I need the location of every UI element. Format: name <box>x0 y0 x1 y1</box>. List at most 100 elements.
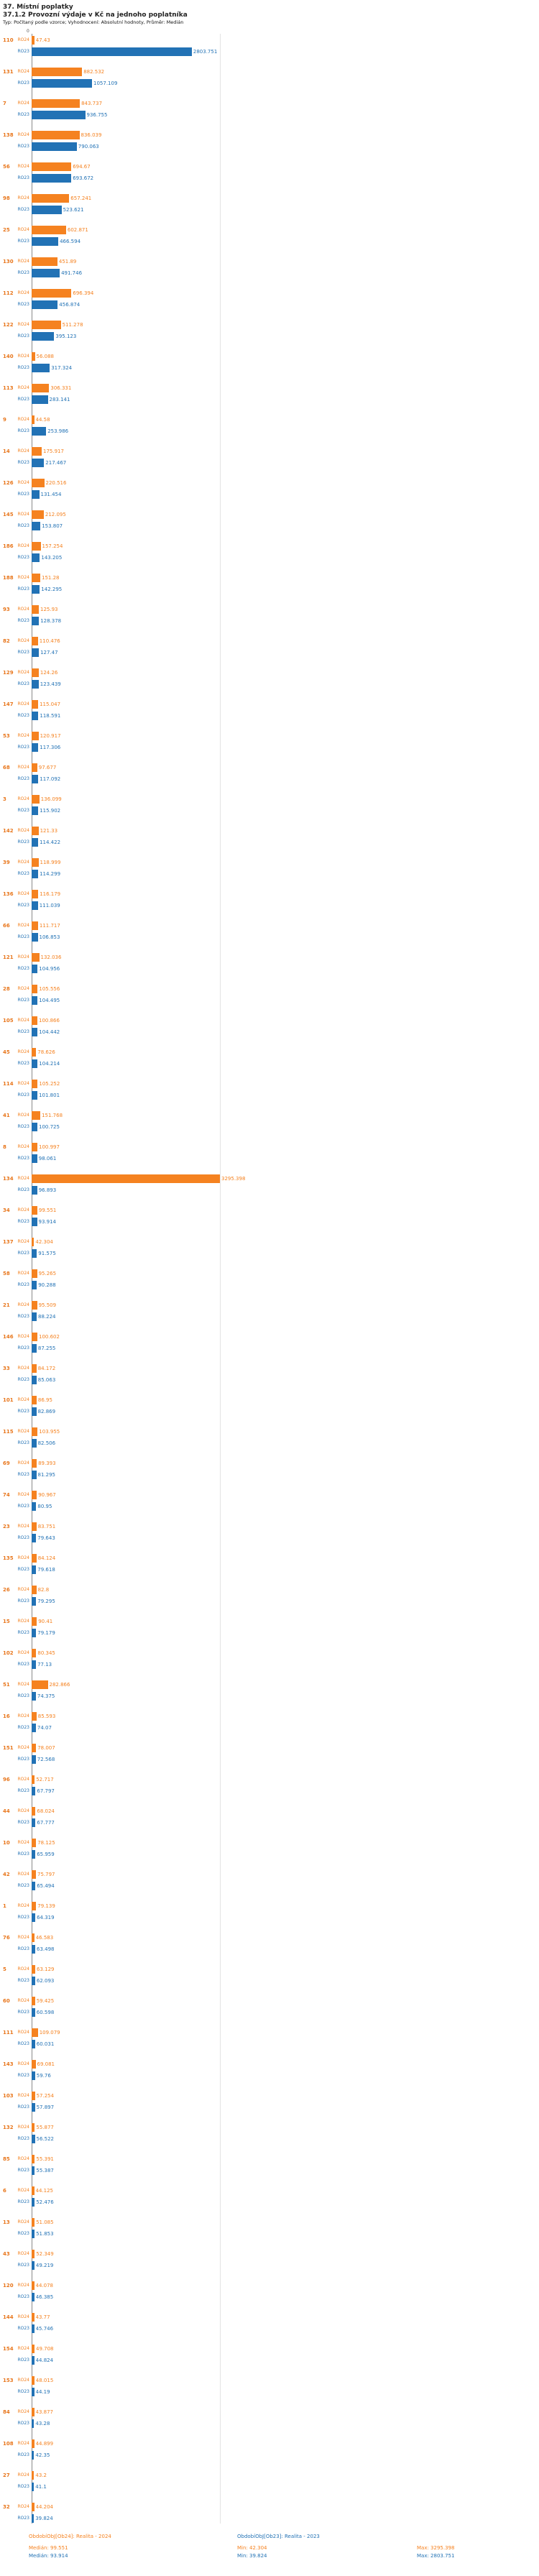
bar-area: 3295.398 <box>32 1174 536 1184</box>
series-label-2023: RO23 <box>17 1314 29 1319</box>
bar-area: 123.439 <box>32 679 536 689</box>
category-label: 103 <box>3 2093 14 2099</box>
value-label-2024: 125.93 <box>40 607 58 612</box>
value-label-2023: 82.869 <box>37 1409 56 1414</box>
stat-max-2023: Max: 2803.751 <box>417 2553 455 2559</box>
bar-2024 <box>32 321 61 329</box>
bar-2023 <box>32 269 60 277</box>
bar-area: 57.254 <box>32 2091 536 2101</box>
series-label-2024: RO24 <box>17 448 29 454</box>
bar-area: 105.556 <box>32 984 536 994</box>
bar-row-2023: RO23 100.725 <box>3 1122 536 1132</box>
series-label-2023: RO23 <box>17 2358 29 2363</box>
category-label: 188 <box>3 575 14 581</box>
bar-row-2023: RO23 114.422 <box>3 837 536 847</box>
category-label: 51 <box>3 1682 10 1688</box>
bar-area: 84.172 <box>32 1363 536 1374</box>
value-label-2024: 78.626 <box>37 1049 55 1055</box>
bar-row-2023: RO23 44.824 <box>3 2355 536 2365</box>
bar-2024 <box>32 2313 34 2322</box>
value-label-2024: 103.955 <box>39 1429 60 1435</box>
bar-2023 <box>32 870 39 878</box>
bar-area: 253.986 <box>32 426 536 436</box>
bar-row-2023: RO23 117.306 <box>3 742 536 753</box>
bar-row-2024: 140 RO24 56.088 <box>3 351 536 362</box>
chart-group: 102 RO24 80.345 RO23 77.13 <box>3 1648 536 1670</box>
series-label-2024: RO24 <box>17 575 29 580</box>
chart-group: 110 RO24 47.43 RO23 2803.751 <box>3 35 536 57</box>
bar-row-2024: 9 RO24 44.58 <box>3 415 536 425</box>
value-label-2023: 117.306 <box>40 745 61 750</box>
value-label-2023: 523.621 <box>63 207 84 213</box>
bar-area: 44.824 <box>32 2355 536 2365</box>
series-label-2023: RO23 <box>17 1946 29 1951</box>
series-label-2024: RO24 <box>17 543 29 548</box>
value-label-2024: 43.77 <box>35 2314 50 2320</box>
bar-2023 <box>32 1724 36 1732</box>
value-label-2024: 82.8 <box>37 1587 50 1593</box>
series-label-2023: RO23 <box>17 998 29 1003</box>
bar-2024 <box>32 2060 36 2069</box>
bar-row-2023: RO23 81.295 <box>3 1470 536 1480</box>
series-label-2024: RO24 <box>17 828 29 833</box>
bar-2023 <box>32 2198 35 2207</box>
bar-2024 <box>32 921 38 930</box>
bar-row-2023: RO23 87.255 <box>3 1343 536 1353</box>
bar-area: 128.378 <box>32 616 536 626</box>
chart-group: 145 RO24 212.095 RO23 153.807 <box>3 510 536 531</box>
value-label-2024: 657.241 <box>70 196 92 201</box>
category-label: 122 <box>3 322 14 328</box>
bar-area: 88.224 <box>32 1312 536 1322</box>
value-label-2024: 306.331 <box>50 385 72 391</box>
bar-2024 <box>32 1649 37 1657</box>
bar-2024 <box>32 1712 37 1721</box>
chart-group: 138 RO24 836.039 RO23 790.063 <box>3 130 536 152</box>
category-label: 10 <box>3 1840 10 1846</box>
stat-median-2023: Medián: 93.914 <box>29 2553 68 2559</box>
series-label-2023: RO23 <box>17 555 29 560</box>
value-label-2023: 74.07 <box>37 1725 52 1731</box>
bar-row-2024: 39 RO24 118.999 <box>3 857 536 868</box>
value-label-2024: 115.047 <box>40 702 61 707</box>
value-label-2023: 56.522 <box>36 2136 55 2142</box>
chart-group: 25 RO24 602.871 RO23 466.594 <box>3 225 536 247</box>
bar-area: 82.8 <box>32 1585 536 1595</box>
series-label-2023: RO23 <box>17 2010 29 2015</box>
bar-2024 <box>32 447 42 456</box>
bar-area: 48.015 <box>32 2375 536 2386</box>
bar-2023 <box>32 1186 37 1195</box>
value-label-2024: 84.172 <box>37 1366 56 1371</box>
value-label-2024: 97.677 <box>38 765 57 770</box>
category-label: 14 <box>3 448 10 454</box>
bar-row-2023: RO23 67.777 <box>3 1818 536 1828</box>
series-label-2023: RO23 <box>17 1440 29 1445</box>
series-label-2024: RO24 <box>17 796 29 801</box>
axis-tick-zero: 0 <box>27 29 29 34</box>
bar-area: 55.877 <box>32 2122 536 2133</box>
bar-area: 84.124 <box>32 1553 536 1563</box>
bar-area: 306.331 <box>32 383 536 393</box>
bar-2024 <box>32 2503 34 2511</box>
bar-area: 80.345 <box>32 1648 536 1658</box>
bar-2023 <box>32 2230 35 2238</box>
series-label-2024: RO24 <box>17 290 29 295</box>
bar-area: 136.099 <box>32 794 536 804</box>
bar-area: 99.551 <box>32 1205 536 1215</box>
series-label-2024: RO24 <box>17 1018 29 1023</box>
bar-area: 104.442 <box>32 1027 536 1037</box>
chart-group: 140 RO24 56.088 RO23 317.324 <box>3 351 536 373</box>
series-label-2023: RO23 <box>17 492 29 497</box>
stat-max-2024: Max: 3295.398 <box>417 2545 455 2551</box>
series-label-2023: RO23 <box>17 523 29 528</box>
bar-row-2024: 138 RO24 836.039 <box>3 130 536 140</box>
series-label-2023: RO23 <box>17 1219 29 1224</box>
bar-2023 <box>32 933 38 942</box>
category-label: 13 <box>3 2220 10 2225</box>
bar-2024 <box>32 2092 35 2100</box>
value-label-2023: 72.568 <box>37 1757 55 1762</box>
series-label-2023: RO23 <box>17 1693 29 1698</box>
chart-group: 60 RO24 59.425 RO23 60.598 <box>3 1996 536 2018</box>
bar-2023 <box>32 553 40 562</box>
series-label-2023: RO23 <box>17 1472 29 1477</box>
